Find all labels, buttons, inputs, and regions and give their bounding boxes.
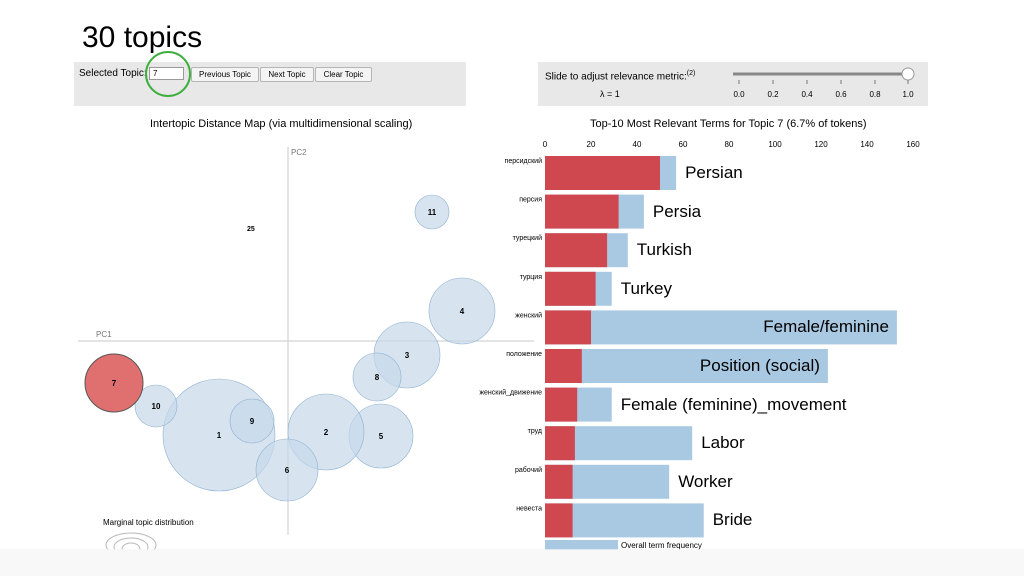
term-translation: Persia	[652, 201, 702, 221]
relevance-control-panel	[538, 62, 928, 106]
pc2-label: PC2	[291, 148, 307, 157]
marginal-distribution-legend	[105, 532, 157, 550]
term-label[interactable]: невеста	[516, 505, 542, 512]
term-label[interactable]: персия	[519, 197, 542, 204]
term-label[interactable]: положение	[506, 351, 542, 358]
topic-bubble-label: 2	[324, 428, 329, 437]
slider-tick-label: 0.2	[767, 90, 779, 99]
legend-overall-swatch	[545, 540, 618, 550]
topic-bubble-7[interactable]	[84, 353, 144, 413]
x-tick-label: 60	[679, 140, 688, 149]
topic-frequency-bar[interactable]	[545, 503, 573, 538]
highlight-circle-annotation	[145, 51, 191, 97]
topic-bubble-8[interactable]	[352, 352, 402, 402]
topic-bubble-label: 10	[152, 402, 161, 411]
x-tick-label: 80	[725, 140, 734, 149]
topic-bubble-4[interactable]	[428, 277, 496, 345]
relevance-label-text: Slide to adjust relevance metric:	[545, 71, 687, 83]
lambda-value: λ = 1	[600, 89, 620, 99]
topic-frequency-bar[interactable]	[545, 349, 582, 383]
slide-title: 30 topics	[82, 21, 203, 54]
term-translation: Labor	[701, 433, 745, 453]
x-tick-label: 120	[814, 140, 828, 149]
slider-thumb[interactable]	[901, 67, 915, 81]
term-label[interactable]: женский_движение	[479, 389, 542, 397]
topic-frequency-bar[interactable]	[545, 271, 596, 306]
topic-frequency-bar[interactable]	[545, 310, 591, 345]
topic-bubble-label: 7	[112, 379, 117, 388]
topic-bubble-label: 9	[250, 417, 255, 426]
term-translation: Turkish	[636, 240, 692, 260]
selected-topic-label: Selected Topic:	[79, 68, 147, 79]
topic-bubble-label: 5	[379, 432, 384, 441]
term-label[interactable]: рабочий	[515, 466, 542, 474]
relevance-footnote: (2)	[686, 70, 696, 77]
term-translation: Persian	[685, 163, 743, 182]
slider-tick-label: 0.0	[733, 90, 745, 99]
topic-bubble-label: 3	[405, 351, 410, 360]
topic-bubble-11[interactable]	[414, 194, 450, 230]
bar-chart-title: Top-10 Most Relevant Terms for Topic 7 (…	[590, 118, 867, 130]
term-label[interactable]: женский	[515, 311, 542, 319]
x-tick-label: 160	[906, 140, 920, 149]
x-tick-label: 140	[860, 140, 874, 149]
slider-tick-label: 1.0	[902, 90, 914, 99]
term-translation: Female (feminine)_movement	[620, 394, 847, 414]
topic-frequency-bar[interactable]	[545, 387, 578, 422]
pc1-label: PC1	[96, 330, 112, 339]
term-label[interactable]: турция	[520, 274, 543, 281]
topic-bubble-6[interactable]	[255, 438, 319, 502]
term-translation: Bride	[712, 510, 753, 530]
term-label[interactable]: персидский	[505, 157, 543, 165]
topic-bubble-label: 6	[285, 466, 290, 475]
relevance-slider[interactable]: 0.0 0.2 0.4 0.6 0.8 1.0	[720, 64, 925, 104]
topic-bubble-10[interactable]	[134, 384, 178, 428]
legend-overall-label: Overall term frequency	[621, 541, 702, 550]
next-topic-button[interactable]: Next Topic	[260, 67, 314, 82]
x-tick-label: 100	[768, 140, 782, 149]
topic-frequency-bar[interactable]	[545, 464, 573, 499]
term-label[interactable]: труд	[528, 428, 542, 435]
topic-frequency-bar[interactable]	[545, 233, 608, 268]
topic-bubble-label: 8	[375, 373, 380, 382]
x-tick-label: 40	[633, 140, 642, 149]
term-translation: Turkey	[620, 278, 673, 298]
topic-bubble-9[interactable]	[229, 398, 275, 444]
topic-bubble-label: 1	[217, 431, 222, 440]
term-translation: Female/feminine	[763, 317, 889, 337]
overall-frequency-bar[interactable]	[545, 349, 828, 383]
topic-frequency-bar[interactable]	[545, 194, 619, 229]
topic-bubble-label: 4	[460, 307, 465, 316]
overall-frequency-bar[interactable]	[545, 310, 897, 345]
map-title: Intertopic Distance Map (via multidimens…	[150, 118, 413, 130]
term-translation: Position (social)	[699, 356, 820, 375]
topic-frequency-bar[interactable]	[545, 426, 575, 461]
clear-topic-button[interactable]: Clear Topic	[315, 67, 372, 82]
marginal-distribution-label: Marginal topic distribution	[103, 518, 194, 527]
topic-frequency-bar[interactable]	[545, 156, 660, 190]
topic-bubble-label: 11	[428, 208, 437, 217]
x-tick-label: 20	[587, 140, 596, 149]
slider-tick-label: 0.6	[835, 90, 847, 99]
slider-tick-label: 0.4	[801, 90, 813, 99]
term-label[interactable]: турецкий	[513, 234, 542, 242]
previous-topic-button[interactable]: Previous Topic	[191, 67, 259, 82]
term-bar-chart: 0 20 40 60 80 100 120 140 160 персидский персия ту…	[479, 140, 920, 550]
slider-tick-label: 0.8	[869, 90, 881, 99]
relevance-label: Slide to adjust relevance metric:(2)	[545, 70, 695, 82]
x-tick-label: 0	[543, 140, 548, 149]
term-translation: Worker	[678, 471, 733, 491]
bottom-fade	[0, 549, 1024, 576]
overlapping-topic-label[interactable]: 25	[247, 226, 255, 233]
